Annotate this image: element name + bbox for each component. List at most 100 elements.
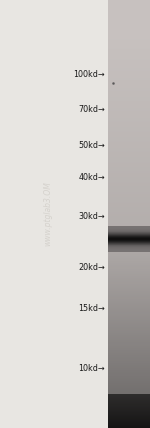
Bar (108, 158, 150, 160)
Bar (108, 327, 150, 329)
Bar (108, 111, 150, 112)
Bar (108, 183, 150, 184)
Bar (108, 23, 150, 24)
Bar (108, 377, 150, 379)
Bar (108, 241, 150, 242)
Bar (108, 85, 150, 86)
Bar (108, 234, 150, 235)
Bar (108, 67, 150, 68)
Bar (108, 135, 150, 136)
Bar (108, 293, 150, 294)
Bar (108, 153, 150, 154)
Bar (108, 236, 150, 237)
Bar (108, 16, 150, 17)
Bar (108, 393, 150, 394)
Bar (108, 235, 150, 236)
Bar (108, 136, 150, 137)
Bar (108, 28, 150, 29)
Bar (108, 248, 150, 249)
Bar (108, 255, 150, 256)
Bar (108, 230, 150, 231)
Bar (108, 233, 150, 235)
Bar (108, 18, 150, 19)
Bar (108, 236, 150, 238)
Bar (108, 419, 150, 420)
Bar (108, 355, 150, 356)
Bar (108, 391, 150, 392)
Bar (108, 274, 150, 275)
Bar (108, 131, 150, 132)
Bar (108, 172, 150, 173)
Bar (108, 379, 150, 380)
Bar (108, 150, 150, 151)
Bar (108, 245, 150, 246)
Bar (108, 230, 150, 231)
Bar (108, 367, 150, 368)
Bar (108, 63, 150, 64)
Bar (108, 213, 150, 214)
Bar (108, 173, 150, 175)
Bar (108, 303, 150, 304)
Bar (108, 4, 150, 5)
Bar (108, 215, 150, 216)
Bar (108, 265, 150, 266)
Bar (108, 268, 150, 269)
Bar (108, 318, 150, 319)
Bar (108, 325, 150, 327)
Bar (108, 230, 150, 231)
Bar (108, 242, 150, 243)
Bar (108, 307, 150, 308)
Bar (108, 192, 150, 193)
Text: 15kd→: 15kd→ (78, 303, 105, 313)
Bar (108, 246, 150, 247)
Bar (108, 407, 150, 409)
Bar (108, 134, 150, 135)
Bar (108, 33, 150, 34)
Bar (108, 295, 150, 297)
Bar (108, 232, 150, 233)
Bar (108, 218, 150, 219)
Bar (108, 8, 150, 9)
Bar (108, 186, 150, 187)
Bar (108, 240, 150, 241)
Bar (108, 364, 150, 365)
Bar (108, 249, 150, 250)
Bar (108, 181, 150, 182)
Bar (108, 240, 150, 241)
Bar (108, 415, 150, 416)
Bar (108, 214, 150, 215)
Bar (108, 363, 150, 364)
Bar (108, 168, 150, 169)
Bar (108, 248, 150, 249)
Bar (108, 128, 150, 129)
Bar (108, 165, 150, 166)
Bar (108, 249, 150, 250)
Bar (108, 383, 150, 384)
Bar (108, 117, 150, 118)
Bar (108, 333, 150, 334)
Bar (108, 48, 150, 49)
Bar (108, 312, 150, 313)
Bar (108, 338, 150, 339)
Bar (108, 25, 150, 26)
Text: 20kd→: 20kd→ (78, 263, 105, 272)
Bar (108, 121, 150, 122)
Bar (108, 343, 150, 345)
Text: 50kd→: 50kd→ (78, 141, 105, 150)
Bar (108, 110, 150, 111)
Bar (108, 241, 150, 242)
Bar (108, 34, 150, 36)
Bar (108, 360, 150, 362)
Bar (108, 164, 150, 165)
Bar (108, 340, 150, 341)
Bar (108, 410, 150, 411)
Bar (108, 105, 150, 106)
Bar (108, 162, 150, 163)
Bar (108, 425, 150, 426)
Bar (108, 194, 150, 195)
Bar (108, 80, 150, 81)
Bar (108, 317, 150, 318)
Bar (108, 113, 150, 115)
Bar (108, 2, 150, 3)
Bar (108, 242, 150, 243)
